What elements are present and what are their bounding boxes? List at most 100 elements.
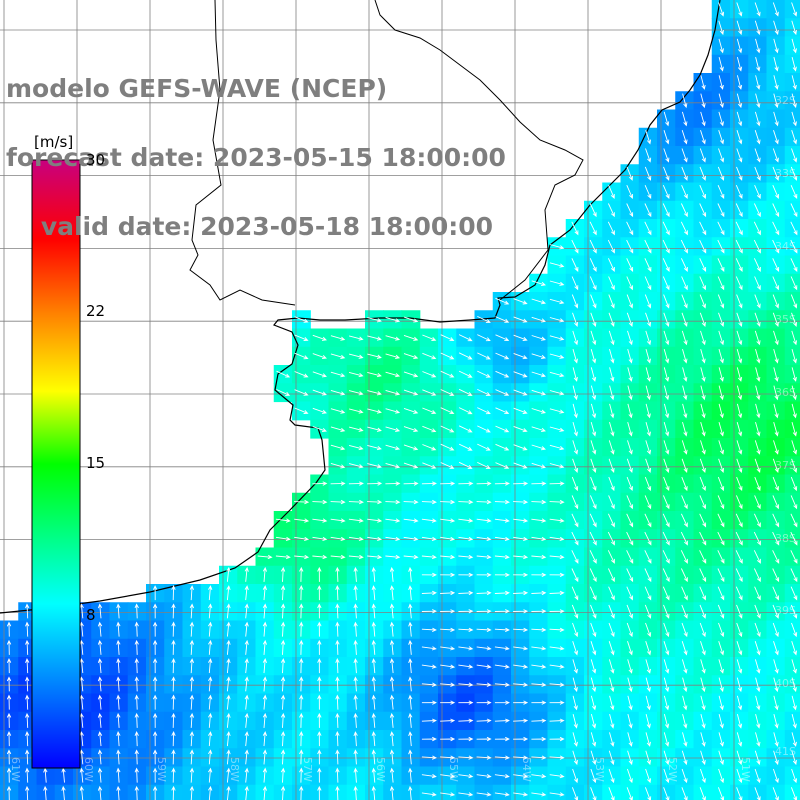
wind-arrow: [791, 148, 798, 163]
wind-arrow: [609, 677, 615, 693]
wind-arrow: [371, 785, 376, 800]
wind-arrow: [385, 316, 401, 323]
wind-arrow: [494, 792, 510, 797]
wind-arrow: [681, 440, 688, 455]
wind-arrow: [312, 407, 327, 414]
wind-arrow: [645, 421, 651, 437]
wind-arrow: [663, 148, 670, 163]
wind-arrow: [312, 371, 327, 378]
wind-arrow: [700, 330, 706, 346]
wind-arrow: [403, 499, 419, 505]
wind-arrow: [335, 603, 340, 619]
wind-arrow: [244, 785, 249, 800]
wind-arrow: [244, 694, 249, 710]
wind-arrow: [312, 554, 328, 560]
wind-arrow: [644, 568, 652, 583]
wind-arrow: [662, 185, 670, 199]
wind-arrow: [531, 298, 546, 305]
wind-arrow: [367, 335, 382, 341]
wind-arrow: [626, 513, 634, 528]
wind-arrow: [280, 603, 286, 619]
wind-arrow: [718, 713, 724, 729]
lon-label-57w: 57W: [301, 757, 314, 782]
wind-arrow: [440, 736, 456, 742]
wind-arrow: [477, 334, 491, 342]
wind-arrow: [681, 166, 688, 181]
wind-arrow: [244, 621, 249, 637]
wind-arrow: [549, 262, 565, 268]
uruguay-border: [189, 0, 584, 306]
wind-arrow: [549, 353, 565, 359]
wind-arrow: [718, 2, 725, 17]
wind-arrow: [663, 348, 670, 364]
wind-arrow: [589, 513, 597, 528]
wind-arrow: [335, 694, 340, 710]
wind-arrow: [549, 481, 565, 486]
wind-arrow: [79, 712, 84, 728]
wind-arrow: [736, 56, 743, 72]
wind-arrow: [513, 609, 529, 614]
wind-arrow: [626, 221, 634, 236]
wind-arrow: [736, 695, 743, 711]
wind-arrow: [571, 258, 579, 272]
wind-arrow: [572, 458, 579, 473]
wind-arrow: [645, 312, 652, 327]
wind-arrow: [97, 694, 103, 710]
wind-arrow: [152, 731, 158, 747]
wind-arrow: [754, 312, 761, 327]
wind-arrow: [755, 695, 761, 711]
wind-arrow: [791, 385, 797, 401]
wind-arrow: [662, 203, 670, 218]
colorbar-tick-8: 8: [86, 606, 96, 624]
wind-arrow: [476, 700, 492, 705]
wind-arrow: [753, 568, 761, 583]
wind-arrow: [134, 749, 139, 765]
wind-arrow: [681, 787, 688, 800]
wind-arrow: [513, 536, 529, 542]
wind-arrow: [440, 718, 456, 723]
wind-arrow: [353, 621, 358, 637]
wind-arrow: [626, 203, 634, 218]
wind-arrow: [549, 463, 565, 469]
field-cell: [711, 784, 731, 800]
wind-arrow: [97, 603, 103, 619]
wind-arrow: [699, 458, 706, 473]
wind-arrow: [389, 694, 395, 710]
wind-arrow: [299, 785, 304, 800]
wind-arrow: [348, 353, 364, 359]
wind-arrow: [152, 676, 158, 692]
wind-arrow: [367, 390, 382, 396]
wind-arrow: [549, 518, 565, 523]
wind-arrow: [608, 604, 615, 619]
wind-arrow: [79, 767, 84, 783]
wind-arrow: [421, 774, 437, 779]
wind-arrow: [699, 787, 706, 800]
wind-arrow: [718, 732, 724, 747]
wind-arrow: [116, 603, 121, 619]
wind-arrow: [312, 426, 327, 433]
wind-arrow: [791, 312, 798, 327]
wind-arrow: [663, 750, 670, 766]
wind-arrow: [571, 586, 579, 601]
wind-arrow: [791, 75, 797, 90]
wind-arrow: [663, 677, 670, 693]
wind-arrow: [440, 425, 455, 433]
wind-arrow: [189, 658, 195, 674]
wind-arrow: [754, 458, 761, 473]
wind-arrow: [226, 658, 231, 674]
wind-arrow: [791, 659, 797, 674]
wind-arrow: [645, 713, 651, 729]
wind-arrow: [513, 700, 529, 705]
wind-arrow: [317, 658, 322, 674]
wind-arrow: [699, 312, 706, 327]
wind-arrow: [699, 221, 707, 236]
wind-arrow: [385, 426, 401, 432]
wind-arrow: [389, 712, 395, 728]
wind-arrow: [531, 481, 547, 486]
wind-arrow: [335, 785, 340, 800]
wind-arrow: [772, 276, 780, 291]
wind-arrow: [421, 792, 437, 797]
wind-arrow: [754, 622, 761, 638]
wind-arrow: [572, 330, 579, 346]
wind-arrow: [421, 755, 437, 760]
